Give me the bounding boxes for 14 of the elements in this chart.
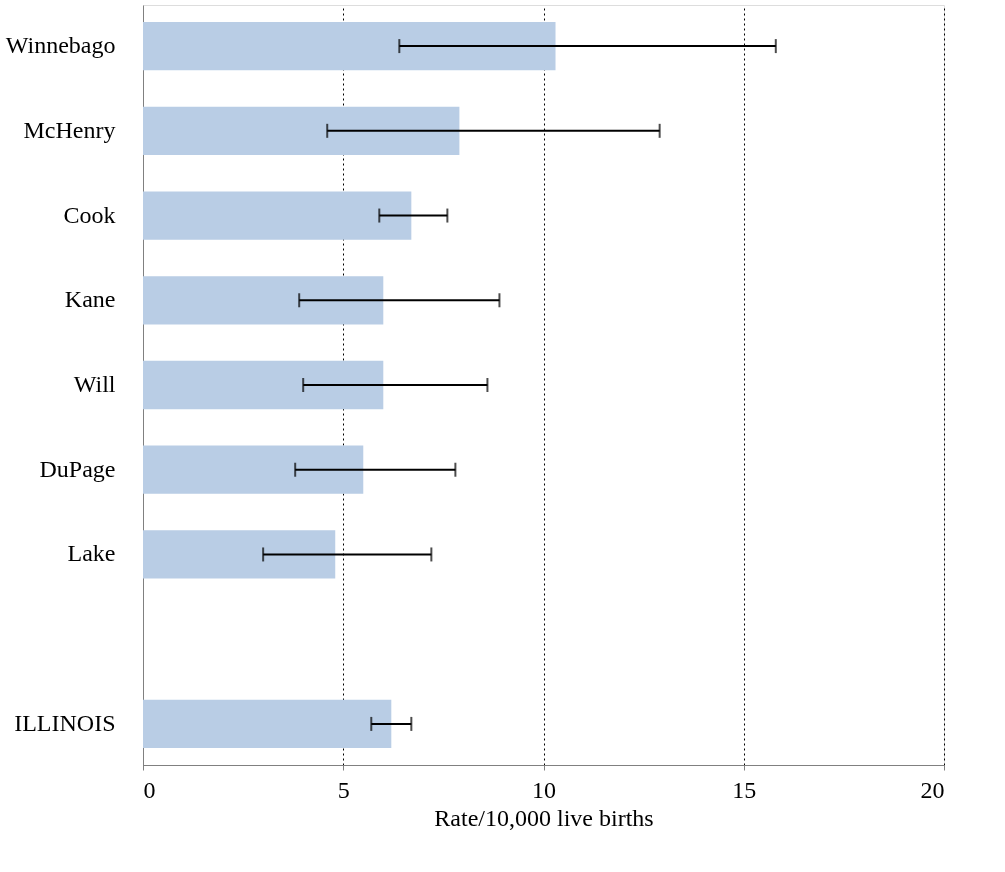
x-tick-label: 5 — [337, 776, 350, 803]
y-tick-label: Winnebago — [5, 32, 116, 59]
x-tick-label: 0 — [143, 776, 156, 803]
y-tick-label: DuPage — [39, 455, 116, 482]
y-tick-label: ILLINOIS — [14, 709, 116, 736]
y-tick-label: McHenry — [23, 116, 116, 143]
x-tick-label: 10 — [532, 776, 556, 803]
y-tick-label: Kane — [64, 286, 116, 313]
x-tick-label: 20 — [920, 776, 945, 803]
y-tick-label: Will — [73, 371, 116, 397]
x-tick-label: 15 — [732, 776, 757, 803]
x-axis-title: Rate/10,000 live births — [434, 804, 654, 831]
y-tick-label: Lake — [67, 540, 116, 567]
y-tick-label: Cook — [63, 201, 116, 228]
